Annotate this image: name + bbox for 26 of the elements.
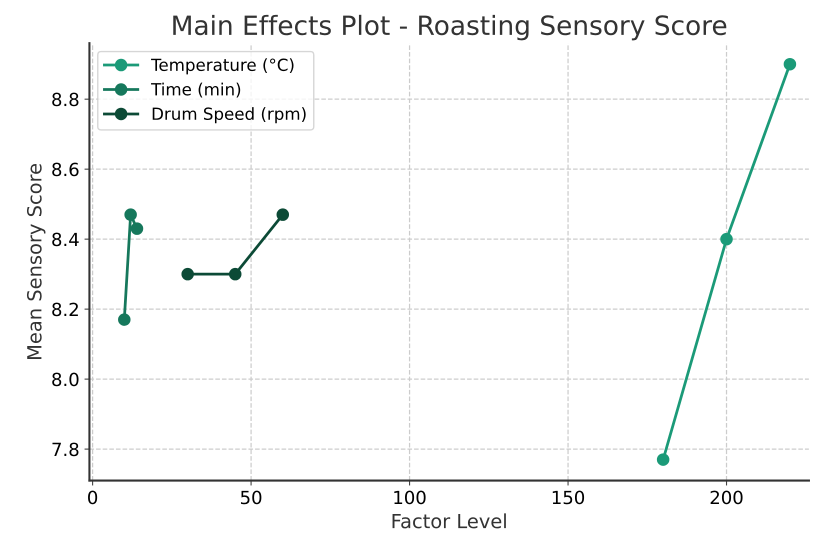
x-tick-label: 150 <box>552 490 584 504</box>
x-tick-label: 200 <box>710 490 743 504</box>
x-tick-label: 0 <box>88 490 98 504</box>
y-tick-label: 8.0 <box>52 372 79 386</box>
point <box>276 208 290 221</box>
x-tick-label: 50 <box>240 490 262 504</box>
point <box>784 58 796 70</box>
x-tick-label: 100 <box>394 490 426 504</box>
point <box>720 232 733 246</box>
y-tick-label: 8.2 <box>52 302 78 316</box>
point <box>118 313 131 326</box>
x-axis-title: Factor Level <box>392 513 506 528</box>
legend-label: Temperature (°C) <box>151 58 294 74</box>
point <box>228 268 242 280</box>
y-tick-label: 8.4 <box>52 232 79 246</box>
y-tick-label: 7.8 <box>52 442 78 456</box>
y-tick-label: 8.6 <box>52 162 79 176</box>
point <box>124 208 137 221</box>
point <box>181 268 194 280</box>
y-axis-title: Mean Sensory Score <box>26 164 46 359</box>
y-tick-label: 8.8 <box>52 92 78 106</box>
point <box>656 453 670 466</box>
point <box>130 222 144 235</box>
legend-label: Time (min) <box>151 82 240 98</box>
chart-title: Main Effects Plot - Roasting Sensory Score <box>173 14 726 40</box>
legend-label: Drum Speed (rpm) <box>152 107 306 124</box>
